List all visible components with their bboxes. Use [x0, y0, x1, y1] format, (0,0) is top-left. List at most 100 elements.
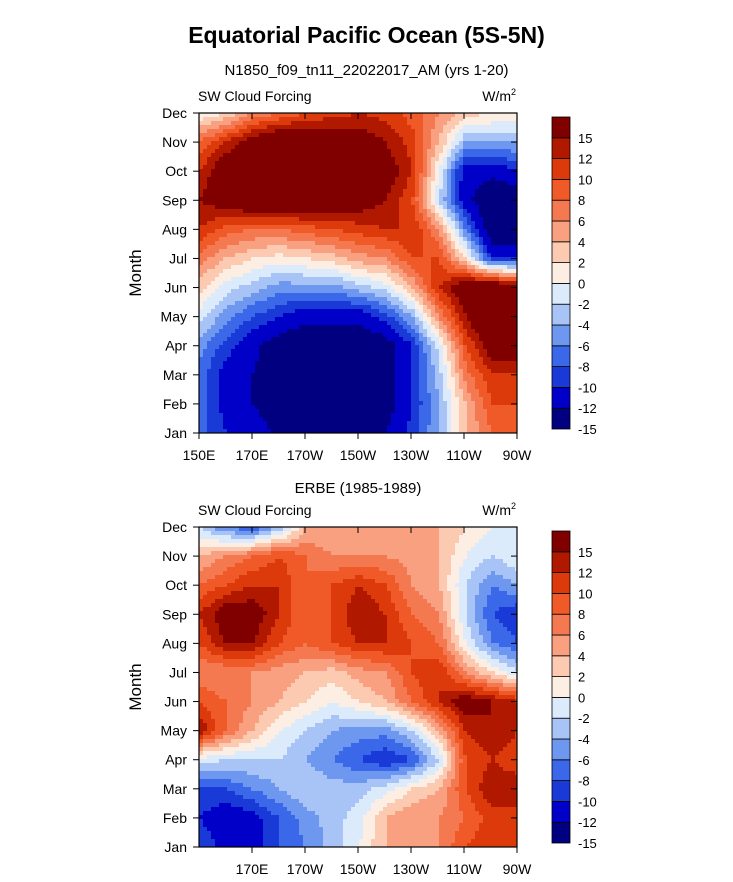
contour-cell	[407, 305, 412, 310]
contour-cell	[351, 309, 356, 314]
contour-cell	[411, 353, 416, 358]
contour-cell	[275, 213, 280, 218]
contour-cell	[267, 137, 272, 142]
contour-cell	[235, 161, 240, 166]
contour-cell	[291, 265, 296, 270]
contour-cell	[503, 213, 508, 218]
contour-cell	[219, 249, 224, 254]
contour-cell	[239, 361, 244, 366]
contour-cell	[307, 277, 312, 282]
contour-cell	[251, 209, 256, 214]
contour-cell	[339, 125, 344, 130]
contour-cell	[355, 261, 360, 266]
contour-cell	[287, 129, 292, 134]
contour-cell	[271, 253, 276, 258]
contour-cell	[475, 217, 480, 222]
contour-cell	[215, 193, 220, 198]
contour-cell	[399, 129, 404, 134]
contour-cell	[331, 209, 336, 214]
contour-cell	[443, 277, 448, 282]
contour-cell	[379, 285, 384, 290]
contour-cell	[499, 305, 504, 310]
contour-cell	[479, 221, 484, 226]
contour-cell	[427, 157, 432, 162]
contour-cell	[423, 329, 428, 334]
contour-cell	[267, 249, 272, 254]
contour-cell	[343, 357, 348, 362]
contour-cell	[455, 349, 460, 354]
contour-cell	[439, 145, 444, 150]
contour-cell	[343, 205, 348, 210]
contour-cell	[307, 201, 312, 206]
contour-cell	[471, 173, 476, 178]
contour-cell	[311, 245, 316, 250]
contour-cell	[479, 309, 484, 314]
contour-cell	[311, 253, 316, 258]
contour-cell	[487, 217, 492, 222]
contour-cell	[427, 241, 432, 246]
contour-cell	[371, 277, 376, 282]
contour-cell	[327, 157, 332, 162]
contour-cell	[251, 153, 256, 158]
contour-cell	[219, 321, 224, 326]
contour-cell	[455, 237, 460, 242]
contour-cell	[275, 165, 280, 170]
contour-cell	[299, 273, 304, 278]
contour-cell	[247, 189, 252, 194]
contour-cell	[359, 169, 364, 174]
contour-cell	[243, 189, 248, 194]
contour-cell	[459, 177, 464, 182]
contour-cell	[435, 265, 440, 270]
contour-cell	[379, 261, 384, 266]
contour-cell	[471, 253, 476, 258]
contour-cell	[271, 293, 276, 298]
contour-cell	[255, 297, 260, 302]
contour-cell	[507, 145, 512, 150]
contour-cell	[495, 121, 500, 126]
contour-cell	[371, 125, 376, 130]
contour-cell	[511, 317, 516, 322]
contour-cell	[499, 241, 504, 246]
contour-cell	[431, 257, 436, 262]
contour-cell	[427, 213, 432, 218]
contour-cell	[327, 237, 332, 242]
contour-cell	[367, 201, 372, 206]
contour-cell	[419, 297, 424, 302]
contour-cell	[507, 209, 512, 214]
contour-cell	[375, 353, 380, 358]
contour-cell	[371, 117, 376, 122]
contour-cell	[415, 301, 420, 306]
contour-cell	[487, 189, 492, 194]
contour-cell	[223, 297, 228, 302]
contour-cell	[263, 257, 268, 262]
contour-cell	[415, 293, 420, 298]
contour-cell	[451, 317, 456, 322]
contour-cell	[315, 257, 320, 262]
contour-cell	[483, 233, 488, 238]
contour-cell	[287, 329, 292, 334]
contour-cell	[443, 205, 448, 210]
contour-cell	[307, 133, 312, 138]
contour-cell	[391, 305, 396, 310]
contour-cell	[403, 253, 408, 258]
contour-cell	[395, 317, 400, 322]
contour-cell	[495, 341, 500, 346]
contour-cell	[279, 325, 284, 330]
contour-cell	[483, 253, 488, 258]
contour-cell	[483, 213, 488, 218]
contour-cell	[227, 357, 232, 362]
contour-cell	[423, 321, 428, 326]
contour-cell	[363, 345, 368, 350]
contour-cell	[499, 349, 504, 354]
contour-cell	[223, 133, 228, 138]
contour-cell	[323, 149, 328, 154]
contour-cell	[291, 261, 296, 266]
contour-cell	[451, 289, 456, 294]
contour-cell	[491, 141, 496, 146]
contour-cell	[395, 325, 400, 330]
contour-cell	[479, 225, 484, 230]
contour-cell	[315, 141, 320, 146]
contour-cell	[431, 241, 436, 246]
contour-cell	[475, 141, 480, 146]
contour-cell	[359, 261, 364, 266]
